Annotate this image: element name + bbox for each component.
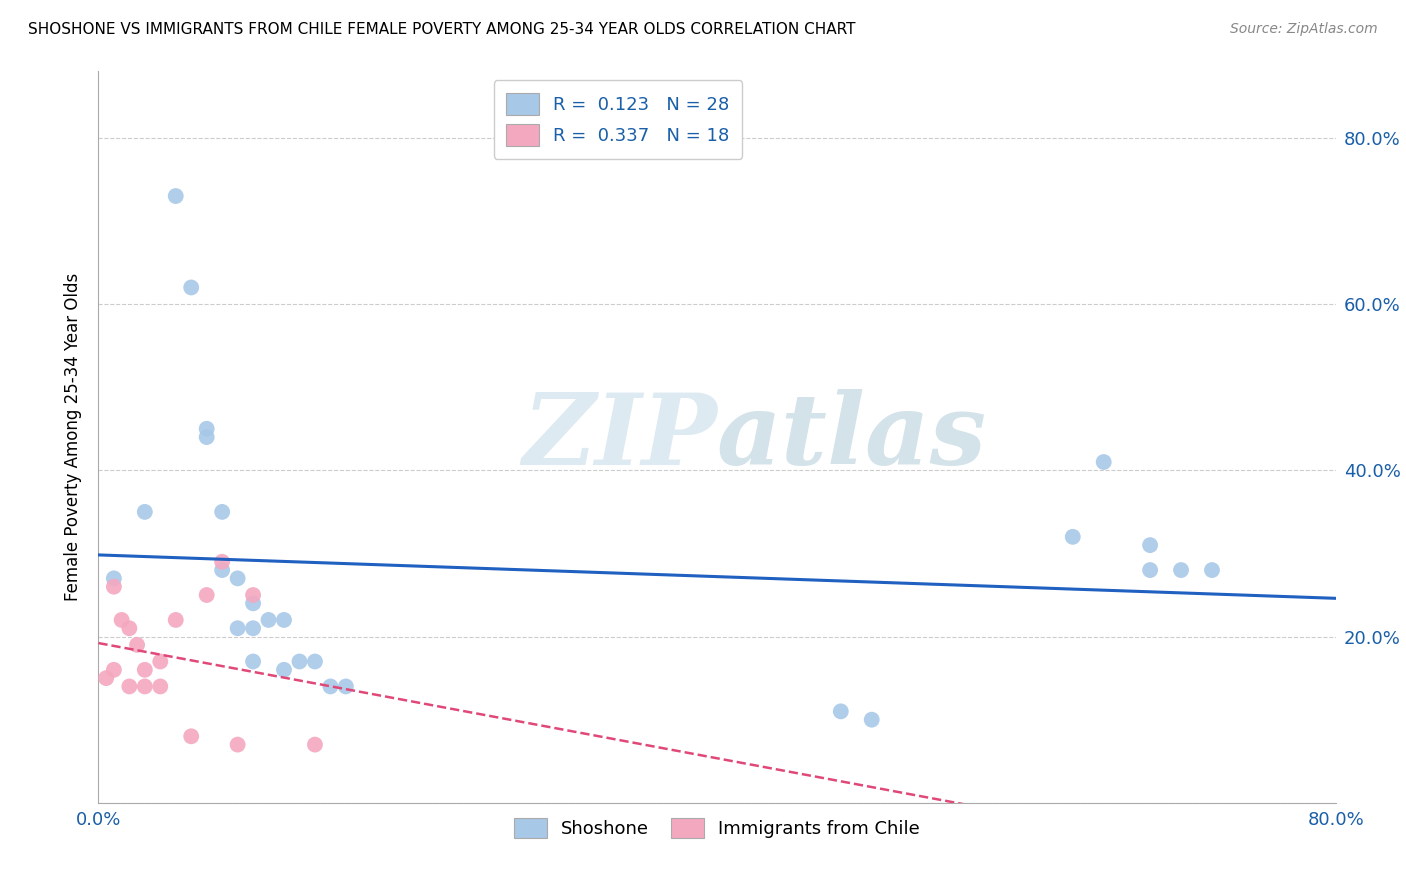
- Point: [118, 680, 141, 694]
- Point: [1201, 563, 1223, 577]
- Point: [134, 680, 156, 694]
- Point: [335, 680, 357, 694]
- Point: [165, 613, 187, 627]
- Point: [1170, 563, 1192, 577]
- Point: [304, 738, 326, 752]
- Point: [180, 729, 202, 743]
- Point: [103, 663, 125, 677]
- Point: [304, 655, 326, 669]
- Point: [180, 280, 202, 294]
- Point: [830, 705, 852, 719]
- Point: [103, 580, 125, 594]
- Point: [149, 680, 172, 694]
- Point: [226, 738, 249, 752]
- Point: [273, 613, 295, 627]
- Point: [1139, 563, 1161, 577]
- Point: [211, 505, 233, 519]
- Point: [860, 713, 883, 727]
- Point: [165, 189, 187, 203]
- Point: [195, 588, 218, 602]
- Legend: Shoshone, Immigrants from Chile: Shoshone, Immigrants from Chile: [508, 811, 927, 845]
- Point: [1062, 530, 1084, 544]
- Point: [242, 621, 264, 635]
- Point: [242, 655, 264, 669]
- Point: [103, 571, 125, 585]
- Point: [96, 671, 118, 685]
- Point: [211, 563, 233, 577]
- Text: Source: ZipAtlas.com: Source: ZipAtlas.com: [1230, 22, 1378, 37]
- Point: [226, 621, 249, 635]
- Point: [1139, 538, 1161, 552]
- Y-axis label: Female Poverty Among 25-34 Year Olds: Female Poverty Among 25-34 Year Olds: [63, 273, 82, 601]
- Point: [242, 588, 264, 602]
- Point: [319, 680, 342, 694]
- Text: SHOSHONE VS IMMIGRANTS FROM CHILE FEMALE POVERTY AMONG 25-34 YEAR OLDS CORRELATI: SHOSHONE VS IMMIGRANTS FROM CHILE FEMALE…: [28, 22, 856, 37]
- Point: [211, 555, 233, 569]
- Point: [288, 655, 311, 669]
- Text: ZIP: ZIP: [522, 389, 717, 485]
- Point: [273, 663, 295, 677]
- Point: [127, 638, 149, 652]
- Point: [257, 613, 280, 627]
- Point: [118, 621, 141, 635]
- Point: [149, 655, 172, 669]
- Point: [1092, 455, 1115, 469]
- Point: [111, 613, 132, 627]
- Text: atlas: atlas: [717, 389, 987, 485]
- Point: [195, 430, 218, 444]
- Point: [134, 505, 156, 519]
- Point: [134, 663, 156, 677]
- Point: [226, 571, 249, 585]
- Point: [195, 422, 218, 436]
- Point: [242, 596, 264, 610]
